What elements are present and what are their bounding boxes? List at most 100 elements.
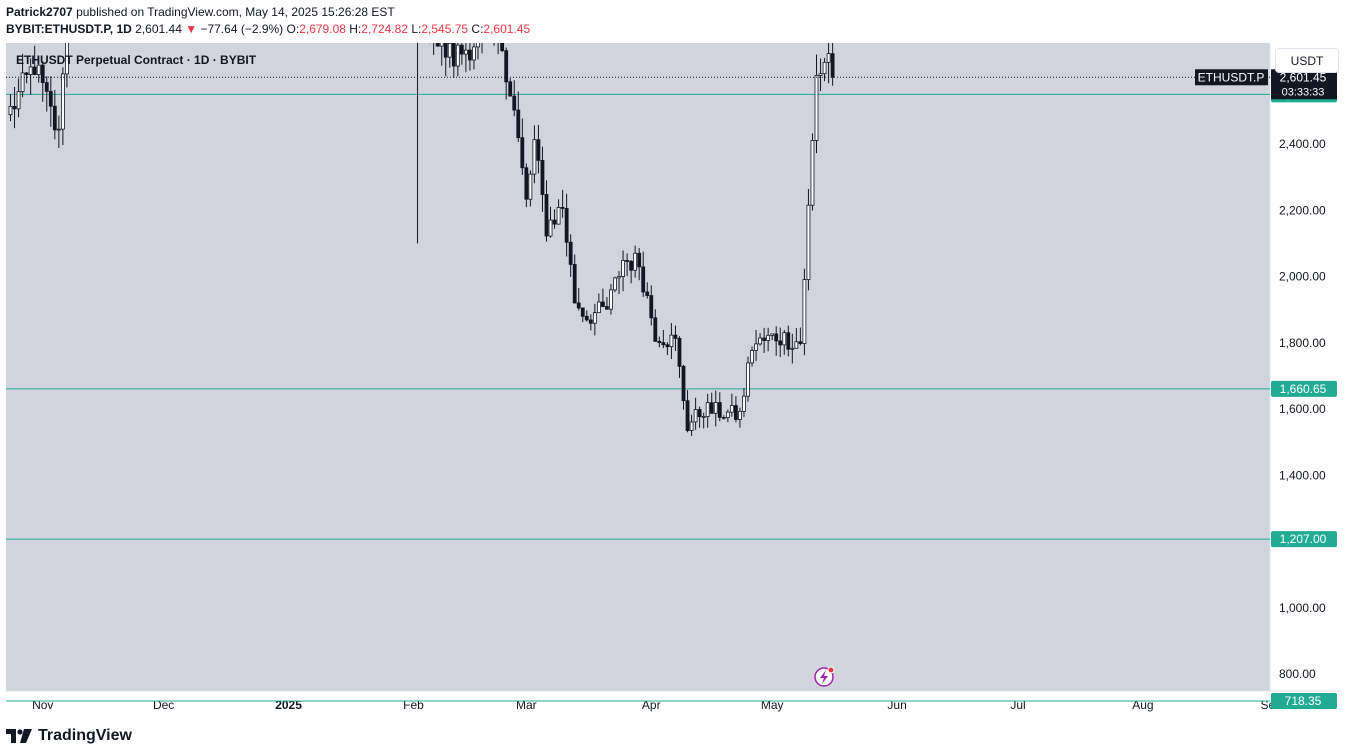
candle-body [468,49,472,61]
x-tick-label: Dec [153,698,174,712]
candle-body [512,95,517,111]
last-price-text: 2,601.45 [1280,70,1327,84]
candle-body [657,340,662,344]
candle-body [673,334,678,339]
candle-body [435,43,440,47]
candle-body [786,332,791,350]
price-axis-background [1270,43,1342,691]
candle-body [560,207,565,209]
candle-body [56,128,61,131]
candle-body [762,337,767,341]
candle-body [709,402,714,414]
candle-body [717,402,722,418]
time-axis-background [6,691,1342,717]
level-price-label [1271,380,1337,397]
candle-body [766,334,771,341]
open-label: O: [286,22,300,36]
author-name[interactable]: Patrick2707 [6,5,73,19]
y-tick-label: 2,200.00 [1279,203,1326,217]
candle-body [568,241,573,265]
candle-body [725,411,730,418]
symbol-tag-text: ETHUSDT.P [1198,70,1265,84]
symbol-name[interactable]: BYBIT:ETHUSDT.P, 1D [6,22,132,36]
candle-body [649,295,654,319]
open-value: 2,679.08 [299,22,346,36]
candle-body [729,405,734,413]
candle-body [677,337,682,367]
price-chart[interactable]: 800.001,000.001,200.001,400.001,600.001,… [6,43,1342,717]
candle-body [443,43,448,58]
footer-brand[interactable]: TradingView [6,727,132,745]
low-label: L: [411,22,422,36]
candle-body [592,312,597,324]
candle-body [613,277,617,291]
candle-body [476,43,480,48]
candle-body [447,43,452,58]
candle-body [713,402,718,414]
candle-body [508,81,513,97]
candle-body [44,82,49,92]
y-tick-label: 1,800.00 [1279,336,1326,350]
x-tick-label: Aug [1132,698,1153,712]
candle-body [548,219,553,237]
candle-body [584,315,589,321]
candle-body [774,333,779,342]
candle-body [625,260,629,262]
candle-body [520,137,525,169]
price-change: −77.64 (−2.9%) [200,22,284,36]
last-price-label [1271,69,1337,100]
candle-body [637,252,642,268]
x-tick-label: Apr [642,698,661,712]
candle-body [65,43,69,75]
x-tick-label: Nov [32,698,53,712]
last-price: 2,601.44 [135,22,182,36]
candle-body [830,53,835,78]
y-tick-label: 2,400.00 [1279,137,1326,151]
candle-body [822,61,827,75]
y-tick-label: 1,600.00 [1279,402,1326,416]
currency-button[interactable]: USDT [1275,48,1339,73]
candle-body [685,400,690,432]
candle-body [32,66,37,75]
x-tick-label: May [761,698,784,712]
candle-body [721,416,726,419]
candle-body [621,260,625,277]
published-text: published on TradingView.com, May 14, 20… [76,5,395,19]
x-tick-label: Mar [516,698,537,712]
bar-countdown-text: 03:33:33 [1282,86,1325,98]
candle-body [528,173,533,200]
level-price-text: 1,207.00 [1280,532,1327,546]
candle-body [588,319,593,324]
x-tick-label: Feb [403,698,424,712]
candle-body [798,341,803,344]
candle-body [653,317,658,342]
symbol-tag [1195,69,1268,86]
candle-body [633,252,638,271]
candle-body [500,43,505,52]
brand-name: TradingView [38,727,132,744]
low-value: 2,545.75 [421,22,469,36]
notification-dot-icon [827,666,835,674]
candle-body [806,204,811,281]
chart-legend[interactable]: ETHUSDT Perpetual Contract · 1D · BYBIT [16,53,257,67]
candle-body [24,72,29,75]
candle-body [758,337,762,345]
candle-body [681,365,686,402]
candle-body [665,344,670,348]
level-price-text: 1,660.65 [1280,382,1327,396]
candle-body [459,44,464,55]
level-price-label [1271,693,1337,710]
x-tick-label: 2025 [275,698,302,712]
candle-body [580,307,585,317]
candle-body [693,409,698,423]
candle-body [556,207,561,225]
candle-body [641,266,646,293]
candle-body [439,43,444,47]
symbol-info-bar: BYBIT:ETHUSDT.P, 1D 2,601.44 ▼ −77.64 (−… [6,22,530,36]
candle-body [770,333,775,336]
x-tick-label: Jun [887,698,906,712]
candle-body [540,159,545,195]
candle-body [697,409,702,417]
candle-body [782,332,787,346]
candle-body [750,350,754,364]
